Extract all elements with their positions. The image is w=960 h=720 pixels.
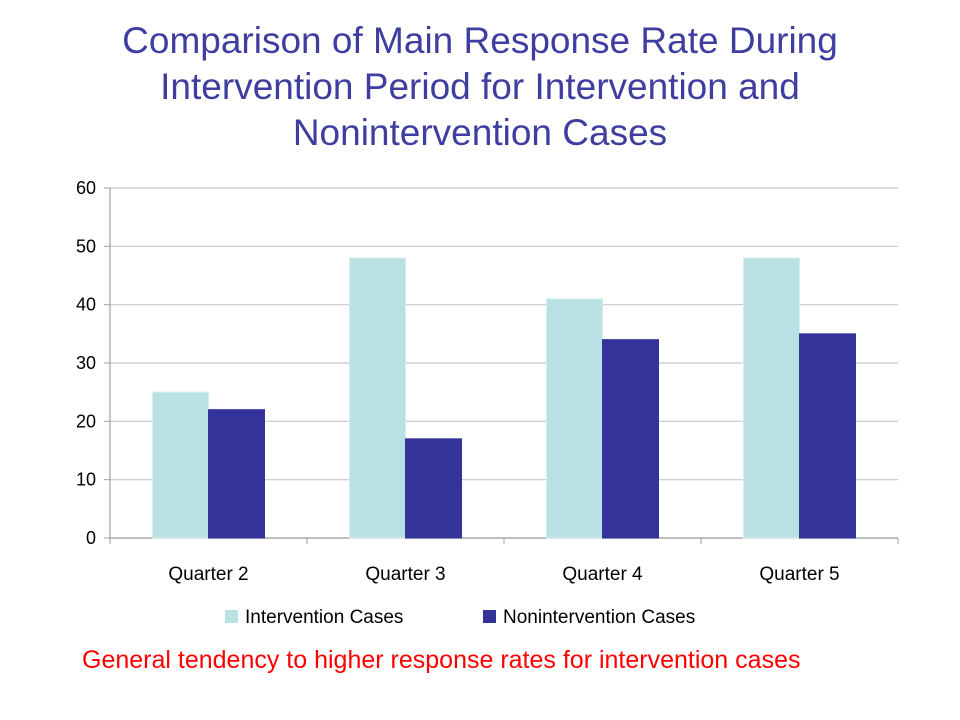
- bar-intervention-2: [152, 391, 209, 539]
- x-category-label: Quarter 4: [562, 564, 643, 585]
- bar-intervention-5: [743, 257, 800, 539]
- chart-title-line-1: Comparison of Main Response Rate During: [122, 20, 838, 61]
- legend-swatch-intervention: [225, 610, 238, 623]
- chart-title-line-2: Intervention Period for Intervention and: [160, 66, 800, 107]
- y-tick-label: 10: [76, 470, 96, 490]
- y-tick-label: 30: [76, 353, 96, 373]
- x-category-label: Quarter 2: [168, 564, 248, 585]
- bar-intervention-3: [349, 257, 406, 539]
- y-tick-label: 40: [76, 295, 96, 315]
- x-category-label: Quarter 3: [365, 564, 445, 585]
- bar-nonintervention-3: [405, 438, 462, 539]
- bar-nonintervention-5: [799, 333, 856, 539]
- bar-chart: 0 10 20 30 40 50 60 Quarter 2 Quarter 3 Quarter 4…: [76, 178, 899, 628]
- bar-intervention-4: [546, 298, 603, 539]
- x-category-label: Quarter 5: [759, 564, 839, 585]
- bar-nonintervention-2: [208, 409, 265, 539]
- legend-label-intervention: Intervention Cases: [245, 607, 403, 628]
- legend-label-nonintervention: Nonintervention Cases: [503, 607, 695, 628]
- annotation-note: General tendency to higher response rate…: [82, 646, 801, 674]
- legend-swatch-nonintervention: [483, 610, 496, 623]
- y-tick-label: 0: [86, 528, 96, 548]
- chart-title-line-3: Nonintervention Cases: [292, 112, 668, 153]
- bar-nonintervention-4: [602, 339, 659, 539]
- y-tick-label: 20: [76, 411, 96, 431]
- chart-title: Comparison of Main Response Rate During …: [40, 18, 920, 156]
- y-tick-label: 50: [76, 236, 96, 256]
- y-tick-label: 60: [76, 178, 96, 198]
